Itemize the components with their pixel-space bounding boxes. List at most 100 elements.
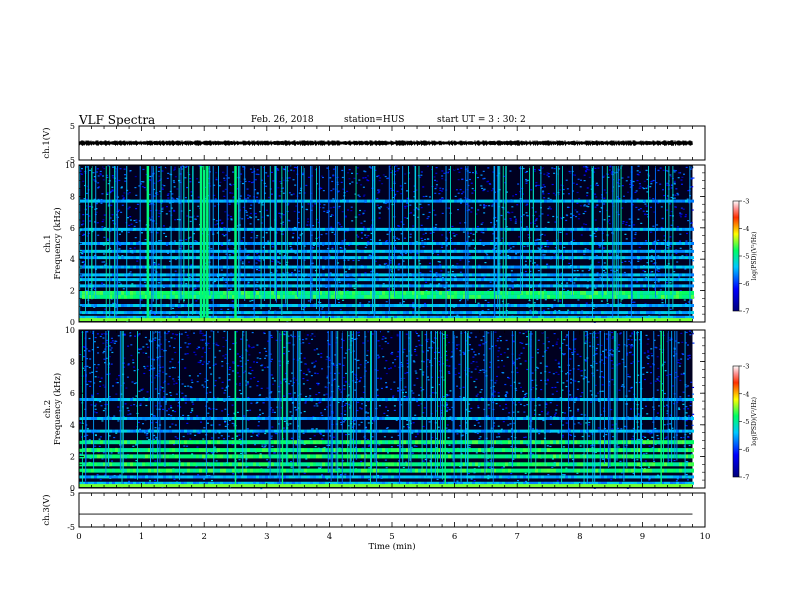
noise-pixel <box>657 255 660 257</box>
noise-pixel <box>590 185 593 187</box>
band-segment <box>487 265 490 269</box>
band-segment <box>556 315 559 319</box>
noise-pixel <box>100 174 103 176</box>
noise-pixel <box>530 189 533 191</box>
noise-pixel <box>435 166 438 169</box>
noise-pixel <box>305 208 308 210</box>
band-segment <box>304 273 307 277</box>
noise-pixel <box>428 211 431 214</box>
noise-pixel <box>422 213 425 216</box>
band-segment <box>349 304 352 308</box>
band-segment <box>85 311 88 315</box>
band-segment <box>142 273 145 277</box>
noise-pixel <box>625 221 628 223</box>
noise-pixel <box>594 206 597 208</box>
noise-pixel <box>82 180 85 182</box>
band-segment <box>220 249 223 253</box>
band-segment <box>79 256 82 260</box>
band-segment <box>130 278 133 282</box>
band-segment <box>565 294 568 299</box>
band-segment <box>121 265 124 269</box>
band-segment <box>247 265 250 269</box>
noise-pixel <box>572 214 575 217</box>
band-segment <box>514 315 517 319</box>
band-segment <box>184 290 187 295</box>
band-segment <box>160 265 163 269</box>
noise-pixel <box>472 239 475 241</box>
band-segment <box>169 311 172 315</box>
band-segment <box>370 315 373 319</box>
band-segment <box>460 290 463 295</box>
noise-pixel <box>680 213 683 215</box>
noise-pixel <box>441 170 444 172</box>
noise-pixel <box>140 299 143 301</box>
band-segment <box>652 256 655 260</box>
band-segment <box>463 273 466 277</box>
noise-pixel <box>690 299 693 301</box>
band-segment <box>583 273 586 277</box>
noise-pixel <box>271 171 274 173</box>
noise-pixel <box>505 310 508 312</box>
band-segment <box>277 273 280 277</box>
noise-pixel <box>576 269 579 272</box>
noise-pixel <box>624 233 627 235</box>
band-segment <box>670 256 673 260</box>
noise-pixel <box>412 302 415 304</box>
band-segment <box>490 315 493 319</box>
noise-pixel <box>96 168 99 170</box>
band-segment <box>340 304 343 308</box>
noise-pixel <box>362 212 365 214</box>
band-segment <box>445 249 448 253</box>
band-segment <box>214 249 217 253</box>
band-segment <box>568 290 571 295</box>
band-segment <box>250 265 253 269</box>
noise-pixel <box>370 255 373 257</box>
band-segment <box>154 284 157 288</box>
noise-pixel <box>525 180 528 182</box>
noise-pixel <box>488 183 491 185</box>
band-segment <box>676 273 679 277</box>
noise-pixel <box>366 244 369 246</box>
band-segment <box>88 315 91 319</box>
band-segment <box>190 311 193 315</box>
band-segment <box>313 290 316 295</box>
noise-pixel <box>434 192 437 194</box>
noise-pixel <box>153 313 156 316</box>
noise-pixel <box>522 214 525 216</box>
noise-pixel <box>244 198 247 200</box>
noise-pixel <box>330 190 333 192</box>
band-segment <box>331 265 334 269</box>
band-segment <box>574 304 577 308</box>
noise-pixel <box>213 280 216 283</box>
band-segment <box>448 284 451 288</box>
band-segment <box>421 249 424 253</box>
band-segment <box>490 273 493 277</box>
band-segment <box>403 304 406 308</box>
band-segment <box>109 249 112 253</box>
noise-pixel <box>581 270 584 272</box>
noise-pixel <box>158 179 161 181</box>
band-segment <box>352 290 355 295</box>
band-segment <box>223 311 226 315</box>
band-segment <box>439 278 442 282</box>
band-segment <box>91 284 94 288</box>
band-segment <box>277 284 280 288</box>
band-segment <box>448 311 451 315</box>
band-segment <box>178 304 181 308</box>
noise-pixel <box>299 234 302 236</box>
band-segment <box>481 304 484 308</box>
band-segment <box>265 311 268 315</box>
band-segment <box>376 304 379 308</box>
noise-pixel <box>93 179 96 181</box>
noise-pixel <box>303 192 306 194</box>
band-segment <box>409 311 412 315</box>
band-segment <box>391 311 394 315</box>
band-segment <box>214 294 217 299</box>
band-segment <box>451 265 454 269</box>
band-segment <box>655 315 658 319</box>
band-segment <box>646 311 649 315</box>
band-segment <box>229 278 232 282</box>
band-segment <box>643 256 646 260</box>
noise-pixel <box>320 175 323 177</box>
band-segment <box>190 315 193 319</box>
